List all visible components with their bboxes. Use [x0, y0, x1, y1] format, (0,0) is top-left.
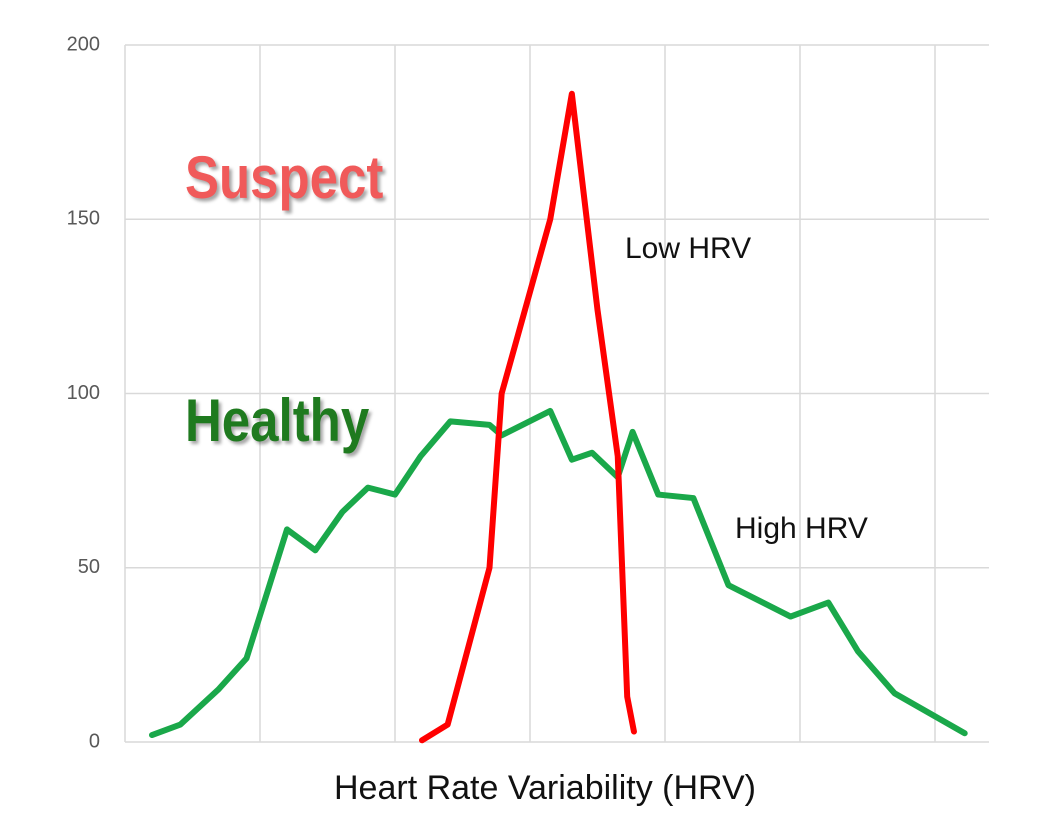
- y-tick-label: 200: [67, 33, 100, 55]
- annotation: High HRV: [735, 512, 868, 545]
- legend-label: Healthy: [185, 387, 369, 454]
- y-tick-label: 150: [67, 208, 100, 230]
- legend-label: Suspect: [185, 144, 383, 211]
- series-line: [149, 407, 968, 739]
- y-tick-label: 0: [89, 730, 100, 752]
- y-tick-label: 100: [67, 382, 100, 404]
- x-axis-label: Heart Rate Variability (HRV): [334, 769, 756, 807]
- series-line: [419, 90, 637, 744]
- annotation: Low HRV: [625, 232, 751, 265]
- y-tick-label: 50: [78, 556, 100, 578]
